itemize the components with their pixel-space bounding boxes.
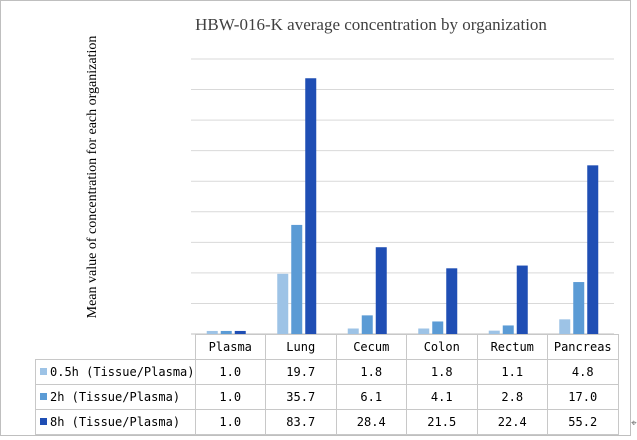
data-value-label: 6.1 <box>335 384 407 410</box>
bar-pancreas-series-2 <box>573 282 585 334</box>
table-row: 0.5h (Tissue/Plasma) 1.0 19.7 1.8 1.8 1.1 4.8 <box>35 359 619 385</box>
category-label: Lung <box>265 334 337 360</box>
category-label: Rectum <box>476 334 548 360</box>
category-label: Colon <box>406 334 478 360</box>
legend-entry: 8h (Tissue/Plasma) <box>35 409 196 435</box>
table-row: 2h (Tissue/Plasma) 1.0 35.7 6.1 4.1 2.8 17.0 <box>35 384 619 410</box>
bar-lung-series-2 <box>291 224 303 334</box>
data-value-label: 1.1 <box>476 359 548 385</box>
bar-rectum-series-3 <box>516 265 528 334</box>
data-value-label: 4.1 <box>406 384 478 410</box>
table-header-row: Plasma Lung Cecum Colon Rectum Pancreas <box>35 334 619 360</box>
data-value-label: 21.5 <box>406 409 478 435</box>
data-value-label: 17.0 <box>547 384 619 410</box>
category-label: Pancreas <box>547 334 619 360</box>
bar-cecum-series-1 <box>347 328 359 334</box>
bar-plasma-series-1 <box>206 330 218 334</box>
bar-pancreas-series-3 <box>587 165 599 334</box>
data-value-label: 2.8 <box>476 384 548 410</box>
bar-rectum-series-2 <box>502 325 514 334</box>
data-value-label: 19.7 <box>265 359 337 385</box>
bar-cecum-series-3 <box>375 247 387 334</box>
legend-entry: 0.5h (Tissue/Plasma) <box>35 359 196 385</box>
chart-title: HBW-016-K average concentration by organ… <box>195 15 547 34</box>
bar-colon-series-3 <box>446 268 458 334</box>
bar-lung-series-3 <box>305 78 317 334</box>
data-value-label: 1.0 <box>194 359 266 385</box>
data-value-label: 22.4 <box>476 409 548 435</box>
data-value-label: 1.8 <box>335 359 407 385</box>
data-value-label: 4.8 <box>547 359 619 385</box>
category-label: Plasma <box>194 334 266 360</box>
data-value-label: 83.7 <box>265 409 337 435</box>
legend-swatch <box>40 418 47 425</box>
table-corner <box>35 334 196 360</box>
bar-colon-series-1 <box>418 328 430 334</box>
data-value-label: 1.0 <box>194 409 266 435</box>
series-name: 2h (Tissue/Plasma) <box>50 390 181 404</box>
legend-swatch <box>40 368 47 375</box>
series-name: 8h (Tissue/Plasma) <box>50 415 181 429</box>
bar-lung-series-1 <box>277 273 289 334</box>
series-name: 0.5h (Tissue/Plasma) <box>50 365 195 379</box>
edge-mark: ⌖ <box>631 418 637 429</box>
bar-plasma-series-3 <box>234 330 246 334</box>
data-value-label: 55.2 <box>547 409 619 435</box>
bar-rectum-series-1 <box>488 330 500 334</box>
data-value-label: 35.7 <box>265 384 337 410</box>
bar-colon-series-2 <box>432 321 444 334</box>
category-label: Cecum <box>335 334 407 360</box>
bar-plasma-series-2 <box>220 330 232 334</box>
legend-swatch <box>40 393 47 400</box>
data-table: Plasma Lung Cecum Colon Rectum Pancreas 0.5h (… <box>35 334 619 435</box>
legend-entry: 2h (Tissue/Plasma) <box>35 384 196 410</box>
table-row: 8h (Tissue/Plasma) 1.0 83.7 28.4 21.5 22.4 55.… <box>35 409 619 435</box>
bar-cecum-series-2 <box>361 315 373 334</box>
data-value-label: 1.8 <box>406 359 478 385</box>
bar-pancreas-series-1 <box>559 319 571 334</box>
data-value-label: 28.4 <box>335 409 407 435</box>
data-value-label: 1.0 <box>194 384 266 410</box>
